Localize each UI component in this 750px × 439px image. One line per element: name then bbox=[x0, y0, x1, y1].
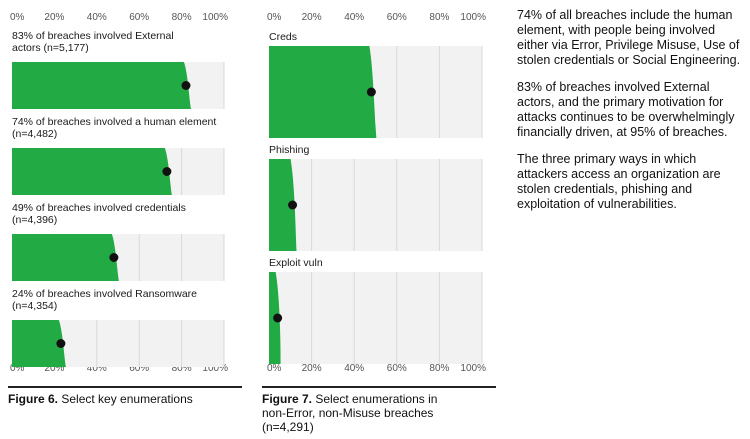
fig7-bottom-tick-label: 80% bbox=[429, 363, 449, 374]
fig7-bottom-tick-label: 60% bbox=[387, 363, 407, 374]
fig6-top-tick-label: 20% bbox=[44, 12, 64, 23]
fig7-bar bbox=[269, 46, 377, 138]
fig6-top-tick-label: 40% bbox=[87, 12, 107, 23]
fig7-row-title: Creds bbox=[269, 31, 297, 43]
fig7-top-tick-label: 0% bbox=[267, 12, 282, 23]
fig6-bottom-tick-label: 0% bbox=[10, 363, 25, 374]
fig6-row-title: 49% of breaches involved credentials bbox=[12, 202, 186, 214]
fig6-value-dot bbox=[181, 81, 191, 90]
fig6-bottom-tick-label: 20% bbox=[44, 363, 64, 374]
figure-7-caption-label: Figure 7. bbox=[262, 392, 313, 406]
fig7-top-tick-label: 60% bbox=[387, 12, 407, 23]
fig7-bottom-tick-label: 100% bbox=[460, 363, 486, 374]
fig6-bar bbox=[12, 62, 191, 109]
fig6-bottom-tick-label: 100% bbox=[202, 363, 228, 374]
fig7-row-title: Phishing bbox=[269, 144, 309, 156]
notes-panel: 74% of all breaches include the human el… bbox=[517, 8, 742, 224]
fig6-top-tick-label: 80% bbox=[172, 12, 192, 23]
fig7-top-tick-label: 100% bbox=[460, 12, 486, 23]
fig6-top-tick-label: 100% bbox=[202, 12, 228, 23]
fig7-bottom-tick-label: 20% bbox=[302, 363, 322, 374]
figure-6-caption-label: Figure 6. bbox=[8, 392, 59, 406]
fig6-bar bbox=[12, 234, 119, 281]
fig6-row-title: 74% of breaches involved a human element bbox=[12, 116, 216, 128]
fig7-row-title: Exploit vuln bbox=[269, 257, 323, 269]
fig6-row-title: (n=4,396) bbox=[12, 214, 57, 226]
fig7-bar-track bbox=[269, 272, 482, 364]
fig7-value-dot bbox=[288, 200, 298, 210]
note-paragraph-1: 74% of all breaches include the human el… bbox=[517, 8, 741, 67]
fig7-bottom-tick-label: 0% bbox=[267, 363, 282, 374]
fig7-top-tick-label: 40% bbox=[344, 12, 364, 23]
fig6-row-title: (n=4,354) bbox=[12, 300, 57, 312]
figure-7-caption-line-2: non-Error, non-Misuse breaches bbox=[262, 406, 434, 420]
fig7-top-tick-label: 20% bbox=[302, 12, 322, 23]
figure-7-caption-line-1: Select enumerations in bbox=[315, 392, 438, 406]
fig6-value-dot bbox=[56, 339, 66, 348]
fig6-row-title: actors (n=5,177) bbox=[12, 42, 89, 54]
fig7-bottom-tick-label: 40% bbox=[344, 363, 364, 374]
fig6-bottom-tick-label: 60% bbox=[129, 363, 149, 374]
fig7-value-dot bbox=[366, 87, 376, 97]
fig7-bar-track bbox=[269, 159, 482, 251]
fig6-value-dot bbox=[162, 167, 172, 176]
fig7-bar bbox=[269, 159, 297, 251]
fig6-row-title: 24% of breaches involved Ransomware bbox=[12, 288, 197, 300]
figure-7-caption-line-3: (n=4,291) bbox=[262, 420, 314, 434]
figure-7-caption: Figure 7. Select enumerations in non-Err… bbox=[262, 392, 502, 434]
fig6-bottom-tick-label: 40% bbox=[87, 363, 107, 374]
note-paragraph-3: The three primary ways in which attacker… bbox=[517, 152, 721, 211]
note-paragraph-2: 83% of breaches involved External actors… bbox=[517, 80, 735, 139]
fig7-value-dot bbox=[273, 313, 283, 323]
fig6-value-dot bbox=[109, 253, 119, 262]
fig6-row-title: (n=4,482) bbox=[12, 128, 57, 140]
fig6-top-tick-label: 60% bbox=[129, 12, 149, 23]
figure-6-caption-text: Select key enumerations bbox=[61, 392, 193, 406]
fig6-top-tick-label: 0% bbox=[10, 12, 25, 23]
fig6-bar bbox=[12, 320, 66, 367]
fig6-bar bbox=[12, 148, 172, 195]
figure-6-caption: Figure 6. Select key enumerations bbox=[8, 392, 248, 406]
fig6-bottom-tick-label: 80% bbox=[172, 363, 192, 374]
fig7-top-tick-label: 80% bbox=[429, 12, 449, 23]
figure-6-rule bbox=[8, 386, 242, 388]
fig6-row-title: 83% of breaches involved External bbox=[12, 30, 174, 42]
figure-7-rule bbox=[262, 386, 496, 388]
